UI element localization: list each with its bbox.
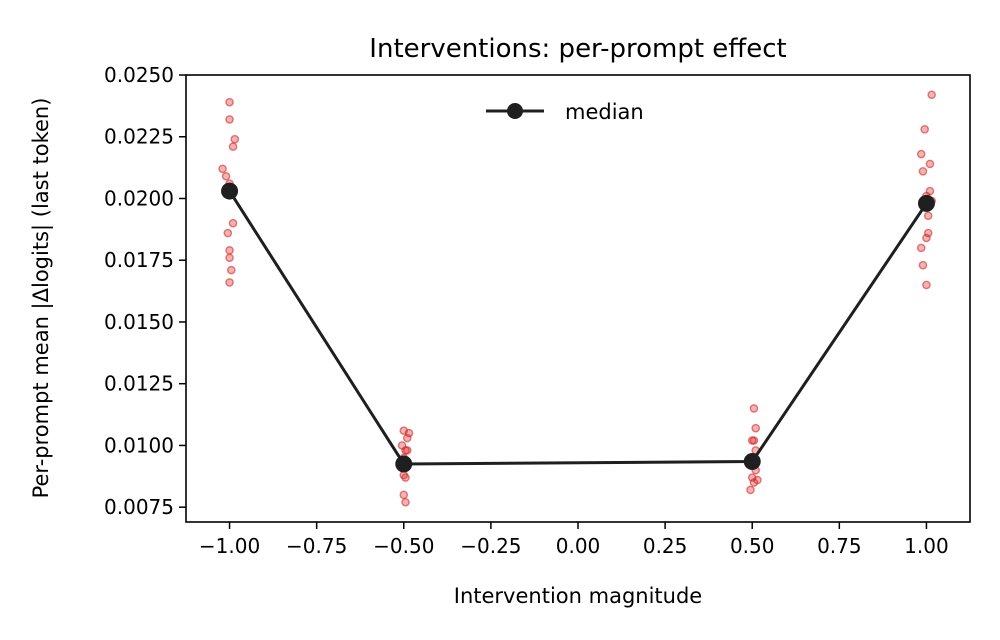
- data-point: [751, 423, 761, 433]
- data-point: [221, 171, 231, 181]
- median-marker: [221, 182, 239, 200]
- y-tick-label: 0.0100: [104, 433, 174, 457]
- y-tick-label: 0.0250: [104, 63, 174, 87]
- data-point: [923, 211, 933, 221]
- y-tick-label: 0.0150: [104, 310, 174, 334]
- data-point: [218, 164, 227, 174]
- data-point: [402, 433, 412, 443]
- x-tick-label: −0.75: [286, 534, 347, 558]
- data-point: [916, 149, 926, 159]
- x-tick-label: 1.00: [904, 534, 949, 558]
- data-point: [399, 490, 409, 500]
- data-point: [225, 253, 234, 263]
- data-point: [225, 97, 234, 107]
- x-tick-label: −0.50: [373, 534, 434, 558]
- y-axis-label: Per-prompt mean |Δlogits| (last token): [29, 98, 54, 499]
- median-marker: [917, 194, 935, 212]
- legend-label-median: median: [565, 100, 644, 124]
- median-series: [221, 182, 935, 473]
- data-point: [401, 497, 410, 507]
- data-point: [747, 436, 757, 445]
- data-point: [223, 228, 233, 238]
- data-point: [916, 243, 926, 253]
- data-point: [918, 260, 928, 270]
- x-axis-ticks: −1.00 −0.75 −0.50 −0.25 0.00 0.25 0.50 0.75 1.00: [199, 522, 949, 558]
- y-tick-label: 0.0175: [104, 248, 174, 272]
- x-tick-label: 0.25: [643, 534, 688, 558]
- chart-title: Interventions: per-prompt effect: [369, 34, 786, 64]
- data-point: [925, 159, 935, 169]
- legend-marker-swatch: [507, 103, 523, 119]
- data-point: [922, 233, 931, 243]
- x-tick-label: 0.50: [730, 534, 775, 558]
- data-point: [228, 142, 238, 151]
- data-point: [225, 115, 234, 124]
- data-point: [225, 246, 234, 255]
- legend: median: [486, 100, 644, 124]
- data-point: [228, 218, 238, 228]
- median-marker: [743, 452, 761, 470]
- x-tick-label: 0.75: [817, 534, 862, 558]
- median-line: [228, 190, 928, 466]
- y-tick-label: 0.0225: [104, 125, 174, 149]
- x-tick-label: −0.25: [460, 534, 521, 558]
- data-point: [225, 278, 234, 287]
- per-prompt-points: [218, 90, 936, 507]
- data-point: [749, 478, 759, 487]
- data-point: [402, 446, 412, 455]
- plot-frame: [185, 74, 971, 523]
- median-marker: [395, 455, 413, 473]
- x-tick-label: −1.00: [199, 534, 260, 558]
- data-point: [920, 125, 930, 134]
- data-point: [918, 167, 928, 176]
- data-point: [927, 90, 936, 100]
- y-tick-label: 0.0200: [104, 186, 174, 210]
- data-point: [226, 265, 236, 275]
- y-axis-ticks: 0.0075 0.0100 0.0125 0.0150 0.0175 0.0200 0.02…: [104, 63, 186, 519]
- data-point: [922, 280, 931, 290]
- data-point: [230, 134, 240, 144]
- x-tick-label: 0.00: [556, 534, 601, 558]
- data-point: [749, 404, 759, 413]
- x-axis-label: Intervention magnitude: [454, 584, 702, 608]
- data-point: [746, 485, 755, 495]
- y-tick-label: 0.0125: [104, 372, 174, 396]
- data-point: [401, 473, 410, 482]
- y-tick-label: 0.0075: [104, 495, 174, 519]
